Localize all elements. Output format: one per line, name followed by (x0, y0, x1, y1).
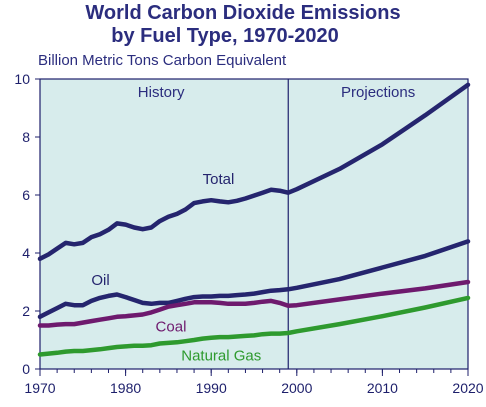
series-label-coal: Coal (156, 318, 187, 335)
y-tick-label: 0 (22, 361, 30, 377)
y-tick-label: 6 (22, 187, 30, 203)
x-tick-label: 1980 (110, 380, 141, 396)
series-line-coal (37, 279, 471, 328)
plot-frame (39, 78, 469, 370)
series-line-oil (37, 239, 471, 320)
region-label-history: History (138, 84, 185, 101)
x-tick-label: 2010 (367, 380, 398, 396)
plot-background (40, 79, 468, 369)
y-tick-label: 2 (22, 303, 30, 319)
x-tick-label: 1990 (196, 380, 227, 396)
x-tick-label: 2000 (281, 380, 312, 396)
region-label-projections: Projections (341, 84, 415, 101)
series-label-oil: Oil (91, 272, 109, 289)
y-axis-label: Billion Metric Tons Carbon Equivalent (38, 52, 287, 69)
x-tick-label: 2020 (452, 380, 483, 396)
y-tick-label: 8 (22, 129, 30, 145)
y-tick-label: 10 (14, 71, 30, 87)
series-line-natural-gas (37, 295, 471, 357)
chart-subtitle: by Fuel Type, 1970-2020 (111, 25, 339, 47)
x-tick-label: 1970 (24, 380, 55, 396)
y-tick-label: 4 (22, 245, 30, 261)
series-label-total: Total (203, 171, 235, 188)
chart-title: World Carbon Dioxide Emissions (85, 2, 401, 24)
series-label-natural-gas: Natural Gas (181, 347, 261, 364)
series-line-total (37, 82, 471, 262)
